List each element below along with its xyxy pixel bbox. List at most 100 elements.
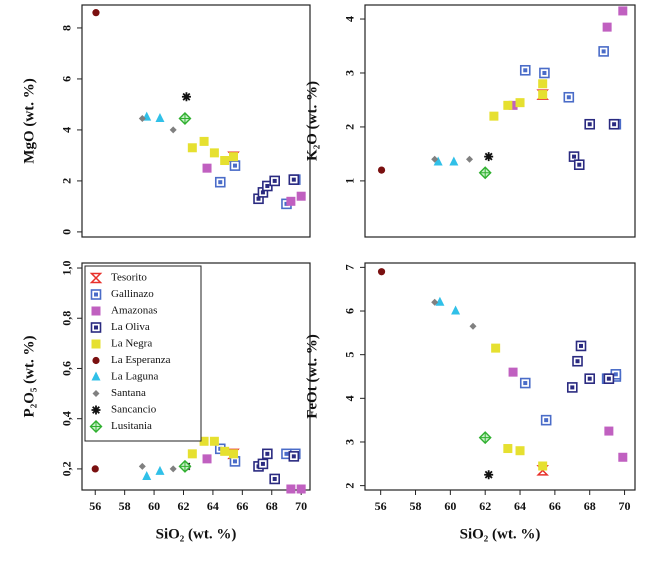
y-tick-label: 1 [343,178,357,184]
y-tick-label: 6 [343,308,357,314]
point [181,92,191,102]
y-tick-label: 2 [60,178,74,184]
y-tick-label: 5 [343,352,357,358]
x-tick-label: 70 [619,499,631,513]
legend-symbol [91,405,101,415]
x-tick-label: 56 [375,499,387,513]
x-tick-label: 62 [177,499,189,513]
point [138,462,146,470]
point [584,373,596,384]
point [138,114,146,122]
y-axis-label: FeOt (wt. %) [304,334,320,419]
legend-label: Tesorito [111,272,147,284]
y-tick-label: 4 [343,395,357,401]
x-axis-label: SiO₂ (wt. %) [460,526,541,542]
point [257,458,269,470]
point [377,268,386,276]
legend-symbol [89,272,103,284]
point [540,414,552,426]
x-tick-label: 60 [148,499,160,513]
point [262,448,273,460]
point [566,382,578,393]
point [142,470,152,480]
point [503,444,513,454]
point [478,431,492,445]
point [538,461,548,471]
point [584,118,596,130]
point [155,465,165,475]
point [169,126,177,134]
x-tick-label: 70 [295,499,307,513]
y-tick-label: 4 [60,127,74,133]
y-tick-label: 0,6 [60,361,74,376]
y-tick-label: 6 [60,76,74,82]
point [288,451,300,462]
point [538,90,548,100]
point [431,155,439,163]
legend-symbol [92,390,100,397]
legend-label: Sancancio [111,404,157,416]
y-tick-label: 0 [60,229,74,235]
legend-symbol [91,306,101,316]
y-tick-label: 0,2 [60,461,74,476]
point [598,46,609,57]
point [286,196,296,206]
point [377,166,386,174]
x-tick-label: 66 [236,499,248,513]
point [491,343,501,353]
x-axis-label: SiO₂ (wt. %) [156,526,237,542]
legend-symbol [89,420,103,433]
point [269,473,280,485]
legend-label: La Esperanza [111,354,171,366]
point [178,459,192,473]
plot-frame [81,4,311,238]
point [202,163,212,173]
point [573,159,585,171]
legend-symbol [91,371,101,381]
point [538,79,548,89]
legend-label: Gallinazo [111,288,154,300]
plot-frame [81,262,311,491]
x-tick-label: 64 [207,499,219,513]
point [202,454,212,464]
x-tick-label: 64 [514,499,526,513]
point [92,9,100,17]
y-tick-label: 8 [60,25,74,31]
point [602,22,612,32]
legend-symbol [91,339,101,349]
point [296,191,306,201]
y-tick-label: 7 [343,264,357,270]
point [489,111,499,121]
y-axis-label: P₂O₅ (wt. %) [21,336,37,418]
x-tick-label: 68 [266,499,278,513]
point [563,91,575,103]
plot-frame [364,262,636,491]
point [603,373,615,384]
x-tick-label: 68 [584,499,596,513]
y-axis-label: MgO (wt. %) [21,78,37,163]
x-tick-label: 62 [479,499,491,513]
point [296,484,306,494]
point [572,355,583,367]
point [435,296,445,306]
legend-symbol [92,356,100,365]
point [478,166,492,180]
point [449,156,459,166]
legend-label: La Oliva [111,321,150,333]
y-tick-label: 3 [343,70,357,76]
x-tick-label: 60 [444,499,456,513]
point [519,64,531,76]
legend-label: La Negra [111,338,152,350]
point [209,436,219,446]
point [431,298,439,306]
point [618,452,628,462]
point [220,156,230,166]
point [214,176,226,188]
point [451,305,461,315]
point [484,152,494,162]
legend-label: Lusitania [111,420,152,432]
x-tick-label: 66 [549,499,561,513]
y-tick-label: 2 [343,124,357,130]
legend-label: Santana [111,387,146,399]
